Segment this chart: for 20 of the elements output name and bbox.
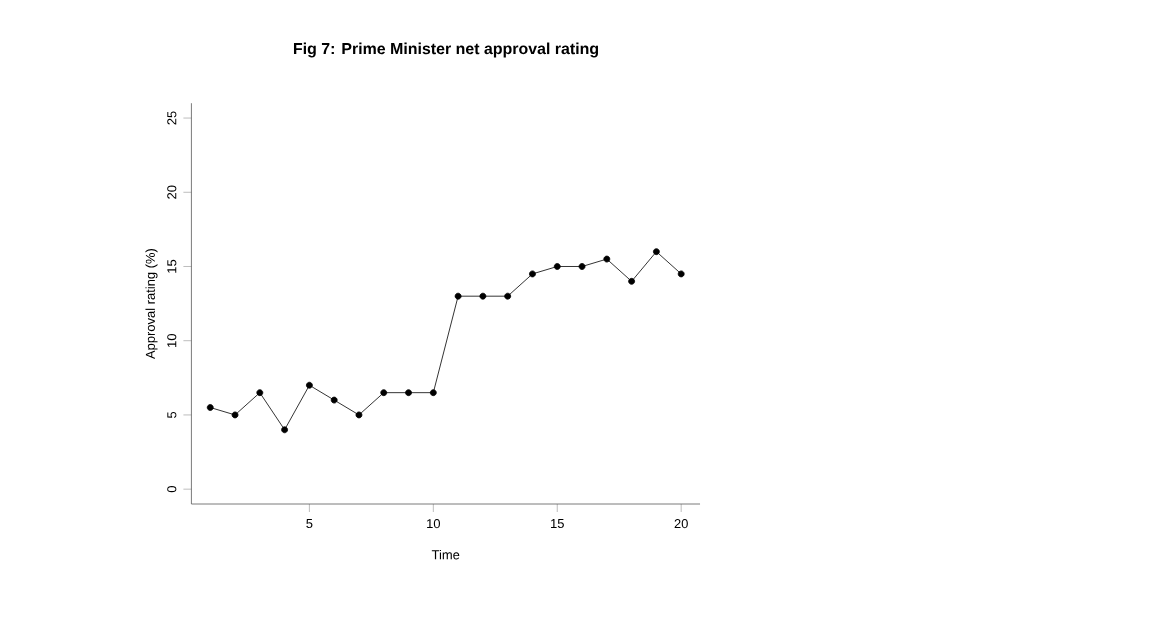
point (553, 263, 561, 270)
point (652, 248, 660, 256)
point (529, 270, 536, 278)
point (628, 277, 636, 285)
point (603, 255, 611, 263)
point (305, 381, 313, 389)
point (355, 411, 363, 419)
point (504, 292, 512, 300)
point (281, 426, 288, 434)
point (231, 411, 239, 419)
point (454, 292, 462, 300)
point (479, 292, 487, 300)
point (429, 389, 437, 397)
point (578, 263, 586, 270)
point (380, 389, 388, 397)
point (206, 404, 214, 411)
point (405, 389, 412, 397)
point (330, 396, 338, 404)
point (256, 389, 264, 397)
point (677, 270, 685, 278)
